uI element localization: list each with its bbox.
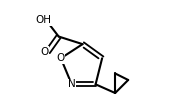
Text: N: N <box>68 79 76 89</box>
Text: OH: OH <box>36 15 51 25</box>
Text: O: O <box>40 47 49 57</box>
Text: O: O <box>57 53 65 63</box>
